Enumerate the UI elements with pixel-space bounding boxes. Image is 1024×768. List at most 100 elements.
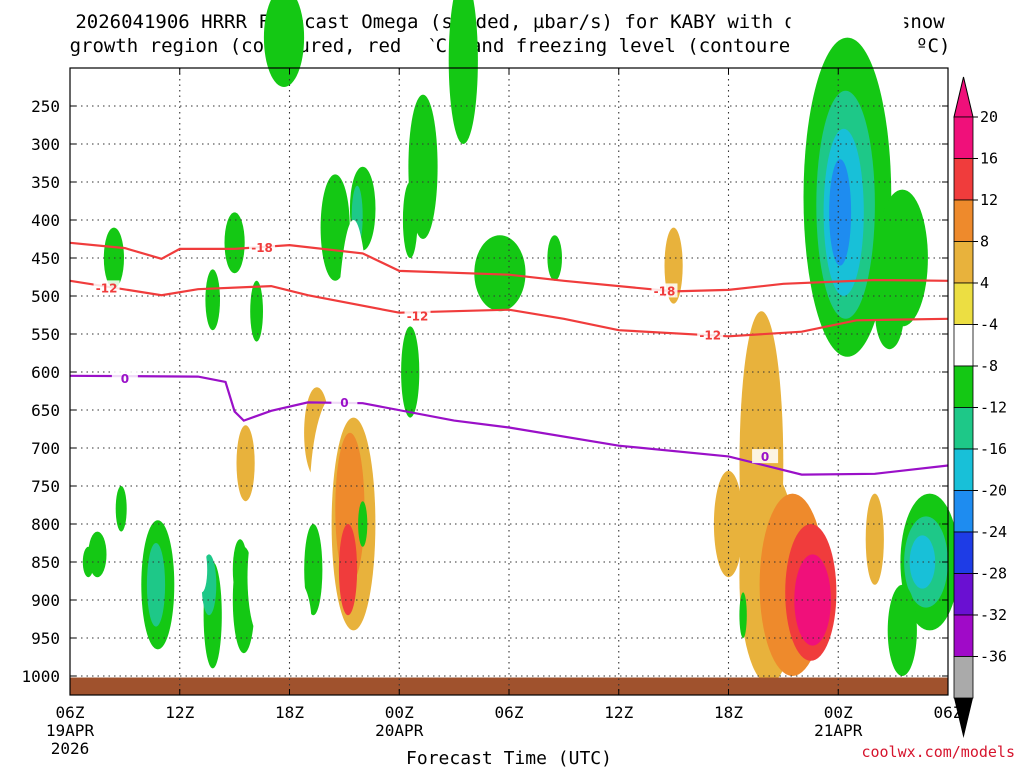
omega-blob: [115, 486, 127, 532]
colorbar-tick-label: -16: [980, 440, 1007, 458]
y-tick-label: 850: [31, 553, 60, 572]
colorbar-band: [953, 241, 974, 284]
contour-label-bg: [331, 395, 358, 410]
omega-blob: [860, 356, 890, 464]
omega-blob: [381, 394, 400, 456]
colorbar-tick-label: 16: [980, 150, 998, 168]
omega-blob: [263, 0, 305, 87]
contour-label: -12: [96, 281, 118, 295]
y-tick-label: 400: [31, 211, 60, 230]
colorbar-band: [953, 407, 974, 450]
x-tick-date: 19APR: [46, 721, 95, 740]
y-tick-label: 300: [31, 135, 60, 154]
y-tick-label: 1000: [21, 667, 60, 686]
omega-blob: [338, 524, 358, 616]
omega-blob: [448, 0, 478, 144]
colorbar-tick-label: -20: [980, 482, 1007, 500]
colorbar-tick-label: -32: [980, 606, 1007, 624]
y-tick-label: 650: [31, 401, 60, 420]
colorbar-band: [953, 573, 974, 616]
omega-blob: [82, 546, 94, 578]
contour-label-bg: [651, 283, 678, 298]
contour-label: 0: [121, 372, 129, 386]
colorbar-band: [953, 199, 974, 242]
omega-blob: [474, 235, 526, 312]
y-tick-label: 600: [31, 363, 60, 382]
omega-blob: [205, 269, 220, 331]
x-tick-label: 12Z: [604, 703, 633, 722]
omega-blob: [373, 227, 389, 289]
x-tick-year: 2026: [51, 739, 90, 758]
contour-label: 0: [340, 396, 348, 410]
x-tick-label: 18Z: [275, 703, 304, 722]
omega-blob: [304, 524, 323, 616]
omega-blob: [629, 622, 638, 654]
colorbar-band: [953, 531, 974, 574]
contour-label-bg: [93, 280, 120, 295]
contour-line: [69, 241, 949, 293]
y-tick-label: 700: [31, 439, 60, 458]
omega-blob: [224, 212, 245, 274]
colorbar-band: [953, 490, 974, 533]
x-tick-label: 06Z: [495, 703, 524, 722]
omega-blob: [739, 592, 747, 638]
colorbar-tick-label: 4: [980, 274, 989, 292]
y-tick-label: 450: [31, 249, 60, 268]
colorbar-band: [953, 656, 974, 699]
contour-label: 0: [761, 450, 769, 464]
omega-blob: [247, 516, 277, 638]
omega-blob: [865, 493, 884, 585]
omega-shading: [64, 0, 959, 695]
contour-label-bg: [111, 370, 138, 385]
omega-blob: [692, 132, 711, 201]
omega-blob: [320, 174, 350, 281]
y-tick-label: 900: [31, 591, 60, 610]
contour-line: [69, 279, 949, 338]
colorbar-band: [953, 116, 974, 159]
contour-label-bg: [697, 327, 724, 342]
x-tick-label: 12Z: [165, 703, 194, 722]
colorbar-tick-label: -4: [980, 316, 998, 334]
y-tick-label: 800: [31, 515, 60, 534]
x-tick-label: 00Z: [385, 703, 414, 722]
y-tick-label: 350: [31, 173, 60, 192]
colorbar-tick-label: 12: [980, 191, 998, 209]
omega-blob: [146, 543, 166, 627]
colorbar-band: [953, 158, 974, 201]
colorbar-band: [953, 282, 974, 325]
omega-blob: [401, 258, 416, 304]
contour-label-bg: [752, 449, 779, 464]
x-axis-label: Forecast Time (UTC): [406, 748, 612, 768]
contour-label: -12: [699, 329, 721, 343]
isotherm-contours: -18 -18 -12 -12 -12 0 0 0: [69, 240, 949, 476]
omega-blob: [139, 185, 158, 247]
credit-link[interactable]: coolwx.com/models: [861, 743, 1015, 761]
omega-blob: [236, 425, 255, 502]
colorbar-band: [953, 365, 974, 408]
colorbar-tick-label: 8: [980, 233, 989, 251]
x-tick-label: 00Z: [824, 703, 853, 722]
colorbar-tick-label: -28: [980, 565, 1007, 583]
gridlines: [70, 68, 948, 695]
contour-line: [69, 374, 949, 476]
colorbar-tick-label: -8: [980, 357, 998, 375]
y-axis-pressure: 250 300 350 400 450 500 550 600 650 700 750 800 850 9…: [21, 97, 948, 686]
contour-label-bg: [404, 308, 431, 323]
y-tick-label: 550: [31, 325, 60, 344]
omega-blob: [250, 280, 263, 342]
colorbar-tick-label: -24: [980, 523, 1007, 541]
omega-blob: [909, 535, 936, 589]
omega-blob: [401, 326, 420, 418]
omega-blob: [196, 546, 208, 593]
colorbar-band: [953, 324, 974, 367]
colorbar-band: [953, 448, 974, 491]
colorbar-tick-label: -12: [980, 399, 1007, 417]
omega-blob: [543, 189, 566, 236]
colorbar-band: [953, 614, 974, 657]
x-tick-date: 20APR: [375, 721, 424, 740]
y-tick-label: 950: [31, 629, 60, 648]
omega-blob: [874, 273, 905, 350]
x-tick-label: 06Z: [934, 703, 963, 722]
